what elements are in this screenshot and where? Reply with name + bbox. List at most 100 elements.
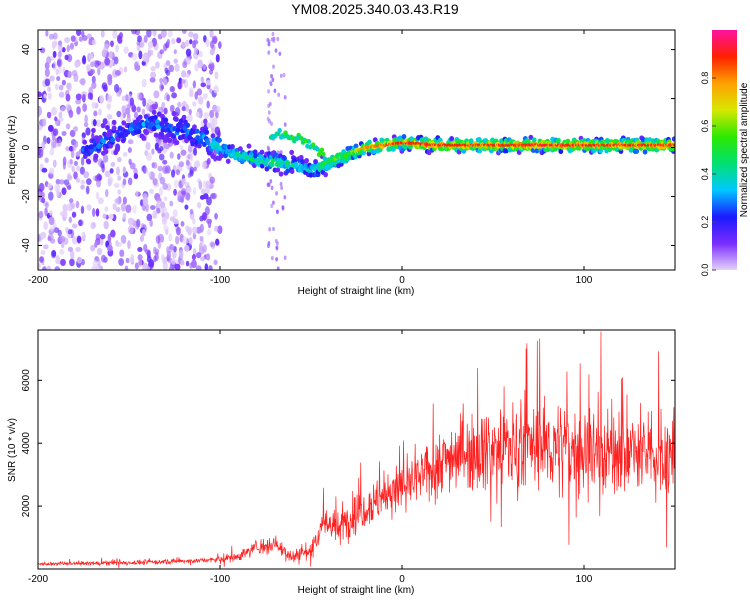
spectrogram-noise-point	[87, 92, 93, 100]
spectrogram-noise-point	[127, 147, 132, 153]
spectrogram-noise-point	[66, 203, 72, 211]
spectrogram-noise-point	[84, 114, 88, 124]
spectrogram-noise-point	[123, 46, 129, 55]
spectrogram-noise-point	[65, 182, 71, 189]
spectrogram-noise-point	[182, 236, 188, 245]
spectrogram-noise-point	[180, 149, 187, 156]
spectrogram-noise-point	[169, 244, 175, 251]
spectrogram-noise-point	[38, 182, 45, 192]
spectrogram-noise-point	[56, 75, 61, 82]
spectrogram-noise-point	[170, 258, 176, 265]
spectrogram-noise-point	[49, 226, 55, 232]
spectrogram-noise-point	[206, 122, 212, 129]
spectrogram-noise-point	[41, 141, 46, 150]
spectrogram-ridge-point	[304, 158, 310, 164]
spectrogram-noise-point	[115, 207, 121, 213]
spectrogram-noise-point	[209, 40, 215, 49]
spectrogram-noise-point	[188, 87, 194, 95]
spectrogram-noise-point	[99, 94, 105, 104]
spectrogram-noise-point	[166, 250, 172, 260]
spectrogram-noise-point	[99, 237, 104, 246]
spectrogram-noise-point	[66, 82, 71, 90]
snr-y-ticks: 2000 4000 6000	[21, 369, 675, 517]
spectrogram-noise-point	[59, 248, 65, 255]
spectrogram-ridge-point	[103, 149, 109, 155]
spectrogram-noise-point	[184, 204, 189, 210]
spectrogram-noise-point	[181, 30, 187, 35]
spectrogram-noise-point	[97, 197, 104, 205]
x-tick-label: 0	[399, 574, 405, 585]
spectrogram-noise-point	[277, 92, 281, 97]
spectrogram-noise-point	[146, 102, 150, 112]
spectrogram-noise-point	[65, 103, 72, 111]
spectrogram-noise-point	[47, 86, 52, 93]
spectrogram-noise-point	[151, 103, 158, 110]
spectrogram-noise-point	[177, 101, 182, 108]
spectrogram-noise-point	[179, 145, 184, 151]
spectrogram-noise-point	[283, 95, 287, 100]
spectrogram-noise-point	[40, 191, 45, 199]
spectrogram-noise-point	[70, 35, 76, 42]
snr-panel: -200 -100 0 100 2000 4000 6000 Height of stra…	[7, 329, 676, 596]
spectrogram-noise-point	[38, 142, 41, 148]
spectrogram-noise-point	[273, 88, 277, 93]
spectrogram-noise-point	[128, 158, 132, 165]
spectrogram-noise-point	[181, 106, 187, 112]
spectrogram-noise-point	[64, 36, 70, 44]
spectrogram-noise-point	[52, 40, 58, 48]
spectrogram-noise-point	[269, 179, 273, 184]
spectrogram-noise-point	[125, 107, 131, 115]
spectrogram-noise-point	[146, 265, 151, 270]
spectrogram-noise-point	[283, 255, 287, 260]
spectrogram-noise-point	[279, 73, 283, 79]
spectrogram-branch-point	[306, 139, 312, 144]
spectrogram-noise-point	[196, 201, 202, 209]
spectrogram-ridge-point	[252, 149, 258, 155]
spectrogram-noise-point	[102, 118, 108, 125]
spectrogram-noise-point	[48, 216, 55, 226]
spectrogram-noise-point	[104, 170, 111, 178]
y-tick-label: 4000	[21, 432, 32, 455]
spectrogram-noise-point	[49, 75, 55, 82]
spectrogram-noise-point	[138, 50, 143, 60]
spectrogram-noise-point	[159, 176, 166, 185]
spectrogram-noise-point	[81, 30, 85, 37]
spectrogram-noise-point	[67, 70, 72, 79]
spectrogram-noise-point	[76, 165, 81, 172]
spectrogram-noise-point	[180, 79, 186, 84]
spectrogram-noise-point	[80, 157, 85, 166]
spectrogram-noise-point	[80, 77, 86, 86]
spectrogram-ridge-point	[534, 148, 540, 154]
spectrogram-noise-point	[110, 162, 116, 167]
spectrogram-noise-point	[193, 147, 198, 156]
spectrogram-ridge-point	[192, 124, 197, 130]
spectrogram-noise-point	[52, 141, 57, 149]
x-tick-label: -200	[28, 574, 48, 585]
spectrogram-y-ticks: -40 -20 0 20 40	[21, 44, 675, 253]
spectrogram-noise-point	[271, 31, 275, 37]
spectrogram-noise-point	[146, 30, 152, 38]
spectrogram-noise-point	[275, 245, 279, 250]
spectrogram-noise-point	[267, 50, 271, 55]
spectrogram-noise-point	[186, 186, 192, 194]
spectrogram-noise-point	[193, 166, 197, 172]
spectrogram-noise-point	[206, 253, 211, 261]
spectrogram-noise-point	[276, 266, 280, 270]
spectrogram-noise-point	[272, 38, 276, 43]
spectrogram-noise-point	[71, 202, 76, 209]
spectrogram-ridge-point	[151, 125, 157, 132]
spectrogram-noise-point	[149, 219, 153, 227]
spectrogram-noise-point	[152, 162, 158, 169]
snr-trace-group	[38, 331, 675, 569]
spectrogram-noise-point	[173, 218, 179, 225]
spectrogram-noise-point	[197, 96, 204, 105]
spectrogram-noise-point	[72, 144, 77, 152]
spectrogram-noise-point	[49, 167, 55, 175]
spectrogram-ridge-point	[449, 136, 455, 142]
spectrogram-noise-point	[69, 129, 76, 138]
spectrogram-noise-point	[199, 194, 205, 200]
spectrogram-noise-point	[39, 256, 44, 263]
spectrogram-noise-point	[67, 246, 73, 252]
spectrogram-ridge-point	[558, 148, 564, 155]
